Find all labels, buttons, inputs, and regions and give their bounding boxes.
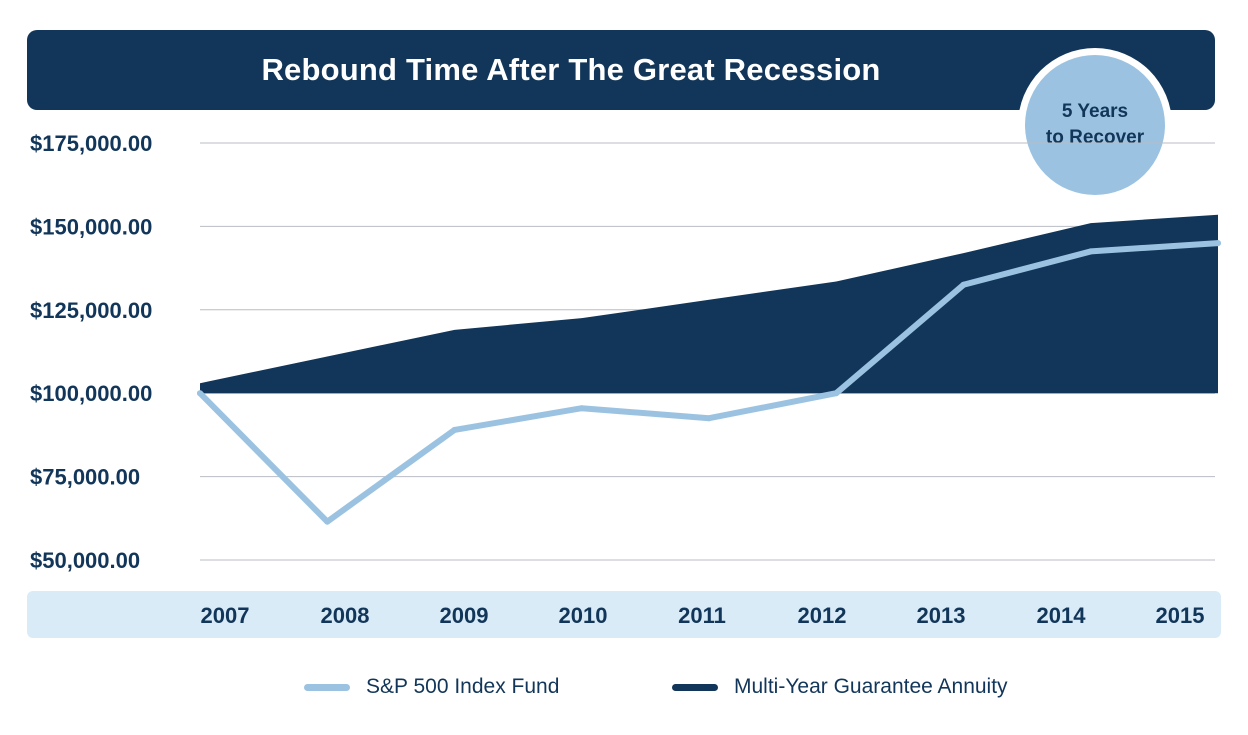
badge-line-1: 5 Years	[1061, 101, 1129, 122]
sp500-point	[706, 415, 712, 422]
recovery-badge-inner: 5 Years to Recover	[1025, 55, 1165, 195]
chart-title-bar: Rebound Time After The Great Recession	[27, 30, 1215, 110]
recovery-badge: 5 Years to Recover	[1018, 48, 1172, 202]
x-tick-label: 2015	[1156, 603, 1205, 628]
legend-label-sp500: S&P 500 Index Fund	[366, 675, 560, 698]
sp500-point	[578, 405, 585, 412]
x-tick-label: 2007	[201, 603, 250, 628]
x-tick-label: 2010	[559, 603, 608, 628]
sp500-point	[960, 281, 967, 288]
legend-swatch-sp500	[304, 683, 350, 691]
legend-swatch-annuity	[672, 683, 718, 691]
annuity-area	[200, 214, 1218, 394]
sp500-point	[1087, 248, 1094, 255]
legend-item-sp500: S&P 500 Index Fund	[304, 670, 559, 704]
legend-label-annuity: Multi-Year Guarantee Annuity	[734, 675, 1008, 698]
sp500-point	[1215, 240, 1221, 247]
y-tick-label: $75,000.00	[30, 465, 140, 490]
x-tick-label: 2012	[798, 603, 847, 628]
x-tick-label: 2009	[440, 603, 489, 628]
legend-item-annuity: Multi-Year Guarantee Annuity	[672, 670, 1008, 704]
y-tick-label: $175,000.00	[30, 131, 152, 156]
sp500-point	[324, 518, 331, 525]
legend: S&P 500 Index Fund Multi-Year Guarantee …	[0, 670, 1248, 704]
x-tick-label: 2014	[1037, 603, 1087, 628]
x-tick-label: 2008	[321, 603, 370, 628]
sp500-point	[833, 390, 840, 397]
sp500-point	[197, 390, 203, 397]
x-tick-label: 2013	[917, 603, 966, 628]
y-tick-label: $100,000.00	[30, 381, 152, 406]
y-tick-label: $50,000.00	[30, 548, 140, 573]
x-tick-label: 2011	[678, 603, 726, 628]
y-tick-label: $125,000.00	[30, 298, 152, 323]
x-axis-band	[27, 591, 1221, 638]
sp500-point	[451, 426, 458, 433]
chart-title: Rebound Time After The Great Recession	[261, 52, 881, 87]
y-tick-label: $150,000.00	[30, 214, 152, 239]
